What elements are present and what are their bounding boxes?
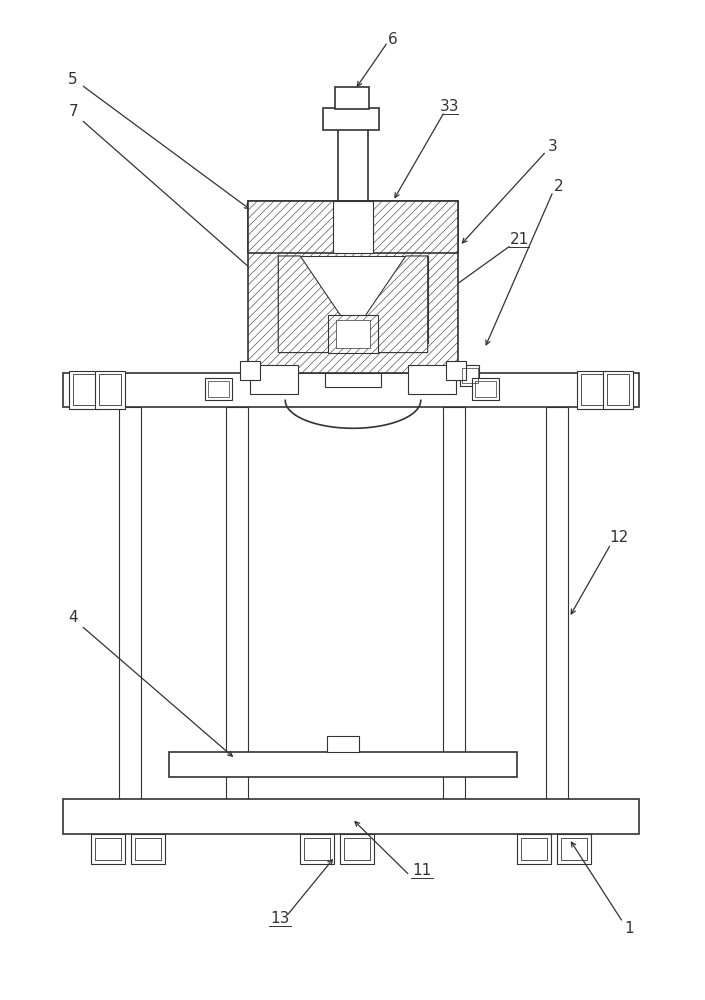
Bar (69, 371, 99, 409)
Text: 3: 3 (547, 139, 557, 154)
Bar (250, 365, 298, 394)
Text: 7: 7 (68, 104, 78, 119)
Bar (248, 201, 458, 373)
Bar (336, 320, 370, 348)
Bar (333, 201, 373, 253)
Bar (131, 834, 165, 864)
Bar (557, 834, 591, 864)
Bar (340, 834, 374, 864)
Text: 21: 21 (510, 232, 529, 247)
Bar (226, 407, 248, 799)
Bar (344, 838, 370, 860)
Bar (335, 87, 369, 109)
Bar (119, 407, 141, 799)
Text: 4: 4 (68, 610, 78, 625)
Bar (95, 838, 121, 860)
Bar (521, 838, 547, 860)
Bar (135, 838, 161, 860)
Bar (99, 374, 121, 405)
Bar (581, 374, 603, 405)
Bar (63, 799, 639, 834)
Bar (607, 374, 629, 405)
Bar (328, 315, 378, 353)
Bar (168, 752, 517, 777)
Polygon shape (278, 256, 340, 353)
Bar (278, 256, 428, 343)
Bar (474, 381, 496, 397)
Bar (577, 371, 607, 409)
Bar (95, 371, 125, 409)
Bar (248, 201, 458, 253)
Polygon shape (366, 256, 428, 353)
Bar (63, 373, 639, 407)
Bar (204, 378, 233, 400)
Bar (546, 407, 568, 799)
Bar (443, 407, 465, 799)
Bar (240, 361, 260, 380)
Bar (446, 361, 465, 380)
Bar (460, 365, 479, 386)
Bar (325, 373, 381, 387)
Bar (304, 838, 330, 860)
Text: 6: 6 (388, 32, 398, 47)
Bar (73, 374, 95, 405)
Text: 2: 2 (554, 179, 564, 194)
Bar (323, 108, 379, 130)
Text: 5: 5 (68, 72, 78, 87)
Text: 1: 1 (624, 921, 634, 936)
Bar (603, 371, 633, 409)
Text: 33: 33 (440, 99, 460, 114)
Bar (462, 368, 477, 383)
Bar (517, 834, 551, 864)
Bar (407, 365, 455, 394)
Text: 12: 12 (609, 530, 629, 545)
Bar (300, 834, 334, 864)
Bar (327, 736, 359, 752)
Text: 13: 13 (271, 911, 290, 926)
Bar (338, 129, 368, 201)
Bar (472, 378, 499, 400)
Text: 11: 11 (412, 863, 431, 878)
Bar (91, 834, 125, 864)
Bar (561, 838, 587, 860)
Bar (207, 381, 230, 397)
